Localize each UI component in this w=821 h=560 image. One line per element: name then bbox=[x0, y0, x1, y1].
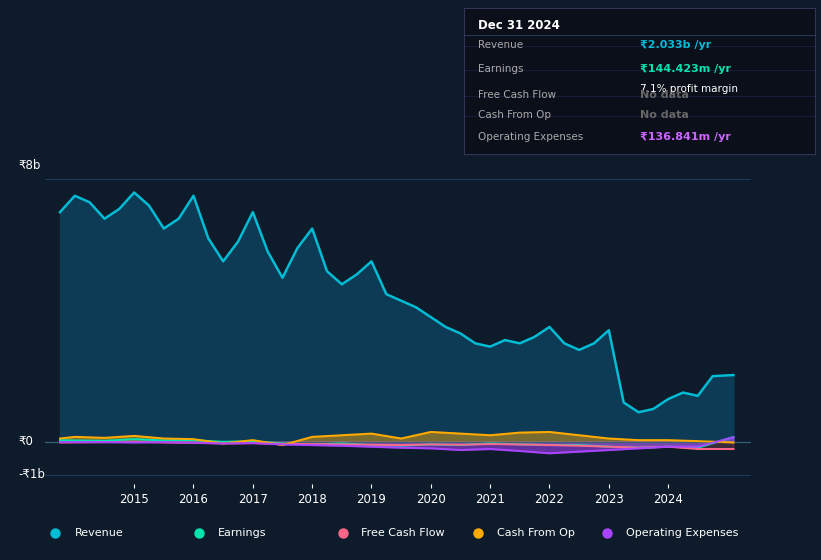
Text: Operating Expenses: Operating Expenses bbox=[478, 132, 583, 142]
Text: Cash From Op: Cash From Op bbox=[478, 110, 551, 120]
Text: -₹1b: -₹1b bbox=[18, 468, 45, 481]
Text: 7.1% profit margin: 7.1% profit margin bbox=[640, 84, 737, 94]
Text: Earnings: Earnings bbox=[478, 64, 524, 74]
Text: ₹136.841m /yr: ₹136.841m /yr bbox=[640, 132, 731, 142]
Text: Free Cash Flow: Free Cash Flow bbox=[478, 90, 556, 100]
Text: Earnings: Earnings bbox=[218, 529, 266, 538]
Text: ₹144.423m /yr: ₹144.423m /yr bbox=[640, 64, 731, 74]
Text: No data: No data bbox=[640, 90, 689, 100]
Text: Operating Expenses: Operating Expenses bbox=[626, 529, 738, 538]
Text: ₹2.033b /yr: ₹2.033b /yr bbox=[640, 40, 711, 50]
Text: Revenue: Revenue bbox=[478, 40, 523, 50]
Text: Dec 31 2024: Dec 31 2024 bbox=[478, 18, 560, 31]
Text: ₹8b: ₹8b bbox=[18, 159, 41, 172]
Text: Cash From Op: Cash From Op bbox=[498, 529, 576, 538]
Text: Free Cash Flow: Free Cash Flow bbox=[361, 529, 445, 538]
Text: Revenue: Revenue bbox=[75, 529, 123, 538]
Text: ₹0: ₹0 bbox=[18, 435, 33, 448]
Text: No data: No data bbox=[640, 110, 689, 120]
